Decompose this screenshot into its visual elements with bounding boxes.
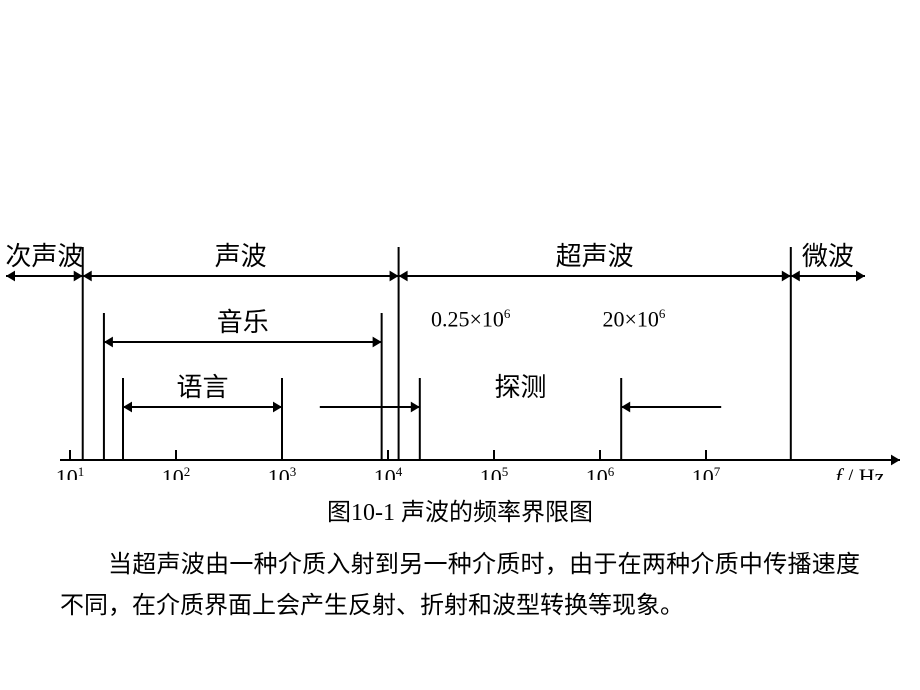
tick-label-4: 104: [358, 464, 418, 480]
tick-label-1: 101: [40, 464, 100, 480]
music-value-1: 20×106: [574, 306, 694, 332]
label-detection: 探测: [471, 367, 571, 401]
bar-detection-arrow-right: [621, 402, 630, 413]
bar-music-arrow-right: [373, 337, 382, 348]
bar-speech-arrow-left: [123, 402, 132, 413]
bar-detection-arrow-left: [411, 402, 420, 413]
axis-label: f / Hz: [810, 464, 910, 480]
region-microwave-arrow-left: [791, 271, 800, 282]
tick-label-7: 107: [676, 464, 736, 480]
bar-speech-arrow-right: [273, 402, 282, 413]
label-speech: 语言: [153, 367, 253, 401]
music-value-0: 0.25×106: [411, 306, 531, 332]
label-music: 音乐: [193, 302, 293, 336]
tick-label-3: 103: [252, 464, 312, 480]
frequency-diagram: 101 102 103 104 105 106 107 f / Hz 次声波 声波 超声波 微波音乐 0…: [0, 100, 920, 480]
region-label-ultrasonic: 超声波: [535, 236, 655, 270]
tick-label-5: 105: [464, 464, 524, 480]
figure-caption: 图10-1 声波的频率界限图: [60, 492, 860, 527]
tick-label-2: 102: [146, 464, 206, 480]
figure-container: 101 102 103 104 105 106 107 f / Hz 次声波 声波 超声波 微波音乐 0…: [0, 0, 920, 690]
region-infrasonic-arrow-right: [74, 271, 83, 282]
region-ultrasonic-arrow-left: [399, 271, 408, 282]
region-infrasonic-arrow-left: [6, 271, 15, 282]
bar-music-arrow-left: [104, 337, 113, 348]
tick-label-6: 106: [570, 464, 630, 480]
region-label-audible: 声波: [181, 236, 301, 270]
region-audible-arrow-right: [390, 271, 399, 282]
region-ultrasonic-arrow-right: [782, 271, 791, 282]
region-label-infrasonic: 次声波: [0, 236, 104, 270]
region-audible-arrow-left: [83, 271, 92, 282]
region-microwave-arrow-right: [856, 271, 865, 282]
body-paragraph: 当超声波由一种介质入射到另一种介质时，由于在两种介质中传播速度不同，在介质界面上…: [60, 545, 860, 627]
region-label-microwave: 微波: [768, 236, 888, 270]
